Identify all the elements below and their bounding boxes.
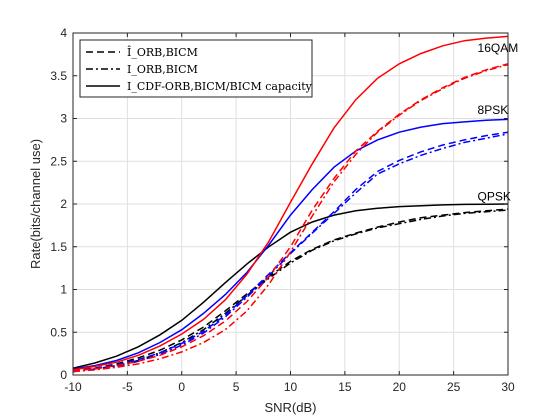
series-line-16qam-dashed [72,63,509,372]
series-annotation: QPSK [478,190,511,204]
series-annotation: 16QAM [478,41,519,55]
x-tick-label: -10 [64,380,82,394]
plot-lines [72,35,509,373]
y-tick-label: 2.5 [50,154,67,168]
x-tick-label: 20 [393,380,407,394]
y-axis-label: Rate(bits/channel use) [28,139,43,269]
series-line-qpsk-solid [72,203,509,369]
y-tick-label: 3 [60,112,67,126]
series-line-qpsk-dashdot [72,209,509,373]
series-line-16qam-dashdot [72,63,509,373]
x-axis-label: SNR(dB) [264,400,316,415]
series-annotations: 16QAM 8PSK QPSK [478,41,519,204]
y-tick-label: 1 [60,283,67,297]
legend-label: I_CDF-ORB,BICM/BICM capacity [127,80,313,93]
x-tick-label: 10 [284,380,298,394]
y-tick-label: 2 [60,197,67,211]
series-line-qpsk-dashed [72,208,509,372]
legend: Î_ORB,BICM I_ORB,BICM I_CDF-ORB,BICM/BICM … [79,39,313,98]
x-tick-label: 5 [233,380,240,394]
x-tick-label: 30 [501,380,515,394]
y-tick-label: 0.5 [50,325,67,339]
x-tick-label: 25 [447,380,461,394]
series-line-8psk-solid [72,118,509,370]
axis-ticks: -10 -5 0 5 10 15 20 25 30 0 0.5 1 1.5 2 2.5 3 3.5 4 [50,26,515,394]
y-tick-label: 4 [60,26,67,40]
y-tick-label: 0 [60,368,67,382]
legend-label: I_ORB,BICM [127,63,198,76]
x-tick-label: 0 [178,380,185,394]
y-tick-label: 1.5 [50,240,67,254]
x-tick-label: -5 [122,380,133,394]
y-tick-label: 3.5 [50,69,67,83]
series-annotation: 8PSK [478,103,509,117]
legend-label: Î_ORB,BICM [127,45,198,59]
x-tick-label: 15 [338,380,352,394]
series-line-8psk-dashdot [72,133,509,373]
series-line-16qam-solid [72,35,509,371]
